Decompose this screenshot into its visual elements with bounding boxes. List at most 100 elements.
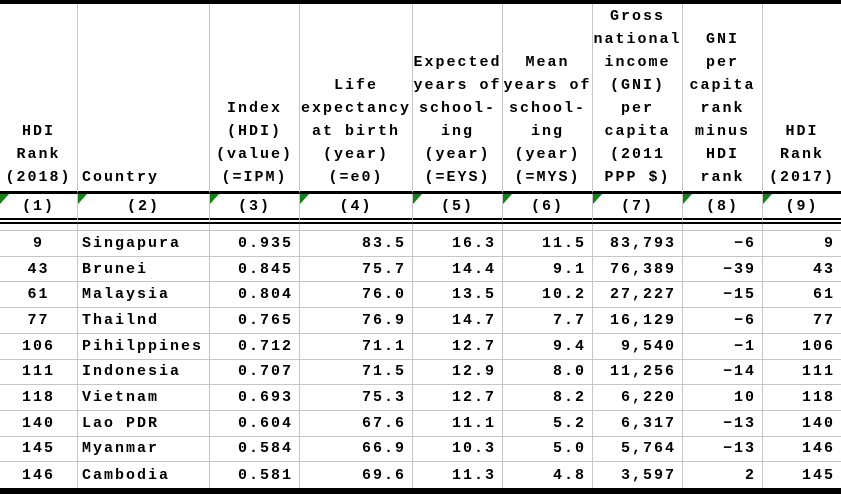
cell-expected-years-schooling[interactable]: 16.3 [413, 231, 503, 257]
cell-hdi-rank-2018[interactable]: 43 [0, 256, 78, 283]
cell-mean-years-schooling[interactable]: 8.2 [503, 385, 593, 411]
cell-hdi-rank-2018[interactable]: 77 [0, 308, 78, 334]
cell-country[interactable]: Vietnam [78, 385, 210, 411]
cell-gni-per-capita[interactable]: 16,129 [593, 308, 683, 334]
cell-life-expectancy[interactable]: 83.5 [300, 231, 413, 257]
cell-expected-years-schooling[interactable]: 11.1 [413, 410, 503, 437]
cell-gni-rank-minus-hdi-rank[interactable]: −14 [683, 359, 763, 386]
cell-hdi-value[interactable]: 0.804 [210, 282, 300, 309]
cell-gni-rank-minus-hdi-rank[interactable]: −39 [683, 256, 763, 283]
cell-country[interactable]: Cambodia [78, 462, 210, 488]
cell-hdi-rank-2017[interactable]: 118 [763, 385, 841, 411]
cell-life-expectancy[interactable]: 67.6 [300, 410, 413, 437]
cell-mean-years-schooling[interactable]: 5.0 [503, 436, 593, 463]
column-index-cell-6[interactable]: (6) [503, 194, 593, 224]
cell-hdi-rank-2018[interactable]: 9 [0, 231, 78, 257]
column-index-cell-8[interactable]: (8) [683, 194, 763, 224]
cell-mean-years-schooling[interactable]: 7.7 [503, 308, 593, 334]
cell-expected-years-schooling[interactable]: 12.7 [413, 385, 503, 411]
cell-country[interactable]: Brunei [78, 256, 210, 283]
cell-hdi-rank-2018[interactable]: 118 [0, 385, 78, 411]
cell-hdi-rank-2017[interactable]: 111 [763, 360, 841, 386]
cell-country[interactable]: Thailnd [78, 308, 210, 334]
cell-expected-years-schooling[interactable]: 11.3 [413, 462, 503, 488]
cell-hdi-rank-2018[interactable]: 140 [0, 410, 78, 437]
cell-mean-years-schooling[interactable]: 9.1 [503, 256, 593, 283]
cell-expected-years-schooling[interactable]: 12.7 [413, 333, 503, 360]
cell-hdi-rank-2017[interactable]: 145 [801, 466, 835, 484]
cell-mean-years-schooling[interactable]: 9.4 [503, 333, 593, 360]
cell-mean-years-schooling[interactable]: 11.5 [503, 231, 593, 257]
cell-hdi-rank-2017[interactable]: 43 [763, 257, 841, 283]
column-header-country[interactable]: Country [78, 4, 210, 194]
cell-hdi-rank-2017[interactable]: 77 [763, 308, 841, 334]
cell-gni-per-capita[interactable]: 27,227 [593, 282, 683, 309]
cell-gni-per-capita[interactable]: 6,317 [593, 410, 683, 437]
cell-country[interactable]: Pihilppines [78, 333, 210, 360]
column-header-hdi-value[interactable]: Index (HDI) (value) (=IPM) [210, 4, 300, 194]
cell-hdi-value[interactable]: 0.707 [210, 359, 300, 386]
cell-life-expectancy[interactable]: 76.9 [300, 308, 413, 334]
cell-gni-per-capita[interactable]: 76,389 [593, 256, 683, 283]
cell-hdi-rank-2017[interactable]: 140 [763, 411, 841, 437]
cell-expected-years-schooling[interactable]: 10.3 [413, 436, 503, 463]
column-index-cell-1[interactable]: (1) [0, 194, 78, 224]
cell-country[interactable]: Malaysia [78, 282, 210, 309]
cell-country[interactable]: Indonesia [78, 359, 210, 386]
cell-life-expectancy[interactable]: 75.7 [300, 256, 413, 283]
cell-expected-years-schooling[interactable]: 13.5 [413, 282, 503, 309]
cell-gni-rank-minus-hdi-rank[interactable]: −6 [683, 231, 763, 257]
column-index-cell-3[interactable]: (3) [210, 194, 300, 224]
column-index-cell-2[interactable]: (2) [78, 194, 210, 224]
cell-expected-years-schooling[interactable]: 14.7 [413, 308, 503, 334]
cell-hdi-value[interactable]: 0.935 [210, 231, 300, 257]
cell-life-expectancy[interactable]: 76.0 [300, 282, 413, 309]
cell-hdi-rank-2017[interactable]: 106 [763, 334, 841, 360]
cell-gni-rank-minus-hdi-rank[interactable]: −13 [683, 410, 763, 437]
cell-gni-per-capita[interactable]: 9,540 [593, 333, 683, 360]
cell-hdi-value[interactable]: 0.712 [210, 333, 300, 360]
cell-gni-rank-minus-hdi-rank[interactable]: −15 [683, 282, 763, 309]
cell-gni-per-capita[interactable]: 11,256 [593, 359, 683, 386]
cell-gni-rank-minus-hdi-rank[interactable]: 10 [683, 385, 763, 411]
cell-hdi-value[interactable]: 0.604 [210, 410, 300, 437]
cell-life-expectancy[interactable]: 69.6 [300, 462, 413, 488]
cell-hdi-value[interactable]: 0.765 [210, 308, 300, 334]
cell-gni-per-capita[interactable]: 5,764 [593, 436, 683, 463]
cell-country[interactable]: Lao PDR [78, 410, 210, 437]
cell-mean-years-schooling[interactable]: 10.2 [503, 282, 593, 309]
cell-gni-per-capita[interactable]: 3,597 [593, 462, 683, 488]
cell-country[interactable]: Singapura [78, 231, 210, 257]
cell-expected-years-schooling[interactable]: 14.4 [413, 256, 503, 283]
column-index-cell-4[interactable]: (4) [300, 194, 413, 224]
cell-hdi-rank-2017[interactable]: 9 [763, 231, 841, 257]
cell-gni-per-capita[interactable]: 6,220 [593, 385, 683, 411]
column-index-cell-5[interactable]: (5) [413, 194, 503, 224]
column-header-hdi-rank-2018[interactable]: HDI Rank (2018) [0, 4, 78, 194]
cell-expected-years-schooling[interactable]: 12.9 [413, 359, 503, 386]
cell-life-expectancy[interactable]: 66.9 [300, 436, 413, 463]
cell-gni-rank-minus-hdi-rank[interactable]: −6 [683, 308, 763, 334]
cell-mean-years-schooling[interactable]: 5.2 [503, 410, 593, 437]
column-header-mean-years-schooling[interactable]: Mean years of school- ing (year) (=MYS) [503, 4, 593, 194]
column-header-gni-rank-minus-hdi-rank[interactable]: GNI per capita rank minus HDI rank [683, 4, 763, 194]
cell-gni-rank-minus-hdi-rank[interactable]: 2 [683, 462, 763, 488]
cell-hdi-rank-2018[interactable]: 146 [0, 462, 78, 488]
cell-hdi-rank-2018[interactable]: 61 [0, 282, 78, 309]
cell-hdi-rank-2018[interactable]: 106 [0, 333, 78, 360]
cell-hdi-value[interactable]: 0.845 [210, 256, 300, 283]
cell-hdi-rank-2018[interactable]: 111 [0, 359, 78, 386]
column-header-gni-per-capita[interactable]: Gross national income (GNI) per capita (… [593, 4, 683, 194]
column-header-life-expectancy[interactable]: Life expectancy at birth (year) (=e0) [300, 4, 413, 194]
cell-mean-years-schooling[interactable]: 4.8 [503, 462, 593, 488]
cell-hdi-value[interactable]: 0.584 [210, 436, 300, 463]
cell-country[interactable]: Myanmar [78, 436, 210, 463]
cell-hdi-rank-2017[interactable]: 146 [763, 437, 841, 463]
cell-gni-per-capita[interactable]: 83,793 [593, 231, 683, 257]
cell-hdi-value[interactable]: 0.581 [210, 462, 300, 488]
column-index-cell-7[interactable]: (7) [593, 194, 683, 224]
column-header-expected-years-schooling[interactable]: Expected years of school- ing (year) (=E… [413, 4, 503, 194]
cell-life-expectancy[interactable]: 71.5 [300, 359, 413, 386]
cell-life-expectancy[interactable]: 75.3 [300, 385, 413, 411]
cell-mean-years-schooling[interactable]: 8.0 [503, 359, 593, 386]
